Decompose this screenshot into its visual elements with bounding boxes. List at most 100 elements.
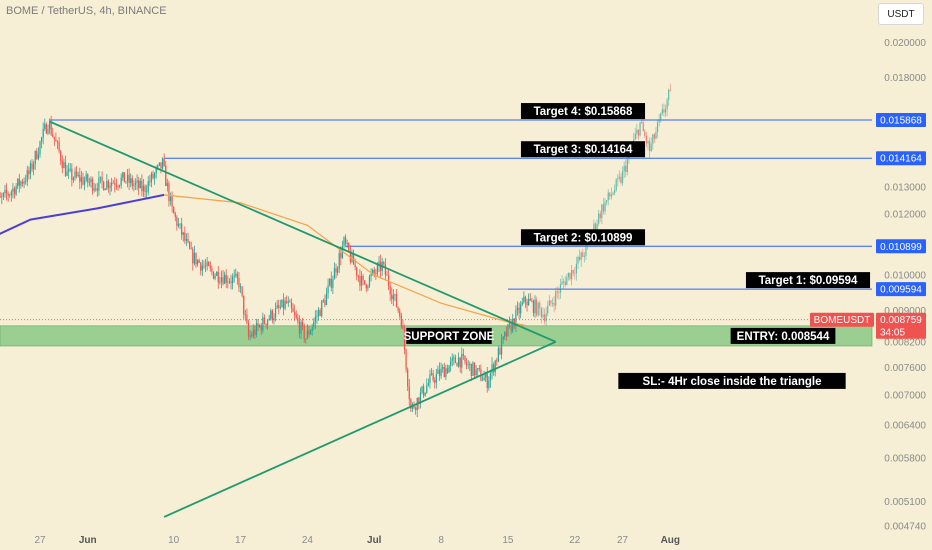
candle-body xyxy=(391,294,393,300)
candle-body xyxy=(230,281,232,283)
candle-body xyxy=(101,176,103,182)
candle-body xyxy=(204,266,207,267)
candle-body xyxy=(193,252,196,264)
candle-body xyxy=(648,141,651,152)
x-tick-label: 27 xyxy=(34,535,46,546)
candle-body xyxy=(626,159,628,173)
candle-body xyxy=(580,252,582,260)
x-tick-label: 24 xyxy=(302,535,314,546)
candle-body xyxy=(281,299,283,307)
candle-body xyxy=(419,392,422,405)
candle-body xyxy=(2,192,5,197)
candle-body xyxy=(528,298,530,306)
candle-body xyxy=(402,325,404,329)
candle-body xyxy=(17,178,19,187)
candle-body xyxy=(169,196,172,202)
candle-body xyxy=(72,178,75,180)
candle-body xyxy=(532,300,535,314)
y-tick-label: 0.013000 xyxy=(884,183,926,194)
candle-body xyxy=(392,295,394,300)
candle-body xyxy=(394,294,396,296)
candle-body xyxy=(335,268,337,273)
candle-body xyxy=(80,177,83,182)
candle-body xyxy=(486,373,488,389)
candle-body xyxy=(443,366,445,378)
candle-body xyxy=(150,173,153,183)
candle-body xyxy=(523,296,525,303)
candle-body xyxy=(153,173,156,179)
candle-body xyxy=(203,265,205,267)
candle-body xyxy=(604,202,606,212)
candle-body xyxy=(303,325,305,340)
candle-body xyxy=(7,193,9,196)
current-price-label: 0.008759 xyxy=(880,315,922,326)
candle-body xyxy=(9,194,11,196)
candle-body xyxy=(79,174,81,182)
candle-body xyxy=(306,330,309,339)
candle-body xyxy=(424,392,426,396)
candle-body xyxy=(64,162,67,176)
candle-body xyxy=(346,242,348,244)
candle-body xyxy=(384,263,387,275)
candle-body xyxy=(268,318,270,321)
candle-body xyxy=(236,273,238,279)
candle-body xyxy=(83,180,86,185)
candle-body xyxy=(410,399,412,409)
candle-body xyxy=(276,305,278,309)
candle-body xyxy=(340,253,342,258)
candle-body xyxy=(104,188,106,191)
candle-body xyxy=(496,360,498,362)
target-label-box xyxy=(745,272,871,289)
candle-body xyxy=(666,99,668,110)
candle-body xyxy=(87,174,89,183)
candle-body xyxy=(612,193,614,195)
candle-body xyxy=(513,318,515,326)
candle-body xyxy=(518,307,520,314)
candle-body xyxy=(273,317,275,321)
candle-body xyxy=(477,368,479,370)
candle-body xyxy=(259,325,261,327)
candle-body xyxy=(106,180,108,189)
candle-body xyxy=(238,278,240,288)
candle-body xyxy=(553,303,555,306)
candle-body xyxy=(158,162,160,166)
candle-body xyxy=(429,374,431,384)
candle-body xyxy=(244,314,246,316)
y-tick-label: 0.006400 xyxy=(884,421,926,432)
candle-body xyxy=(53,136,55,140)
candle-body xyxy=(596,223,598,230)
candle-body xyxy=(286,301,288,303)
candle-body xyxy=(247,322,250,337)
candle-body xyxy=(450,360,452,366)
x-tick-label: 27 xyxy=(617,535,629,546)
candle-body xyxy=(457,357,460,367)
candle-body xyxy=(529,298,531,301)
candle-body xyxy=(465,361,468,366)
candle-body xyxy=(284,301,286,309)
candle-body xyxy=(491,364,493,373)
candle-body xyxy=(537,302,539,316)
candle-body xyxy=(510,322,512,332)
candle-body xyxy=(609,192,611,197)
moving-average-line xyxy=(0,193,165,235)
candle-body xyxy=(647,141,649,144)
candle-body xyxy=(668,90,670,100)
candle-body xyxy=(200,262,202,271)
candle-body xyxy=(408,386,410,400)
candle-body xyxy=(227,281,229,283)
candle-body xyxy=(389,285,391,295)
candle-body xyxy=(475,369,477,376)
candle-body xyxy=(198,260,200,263)
stop-loss-label-box xyxy=(618,372,846,389)
candle-body xyxy=(63,162,65,168)
candle-body xyxy=(42,128,44,138)
candle-body xyxy=(555,291,557,306)
candle-body xyxy=(149,181,151,183)
currency-button[interactable]: USDT xyxy=(878,3,924,25)
candle-body xyxy=(669,90,671,91)
candle-body xyxy=(111,182,113,186)
candle-body xyxy=(415,407,417,411)
candle-body xyxy=(607,192,609,201)
candle-body xyxy=(184,232,186,241)
